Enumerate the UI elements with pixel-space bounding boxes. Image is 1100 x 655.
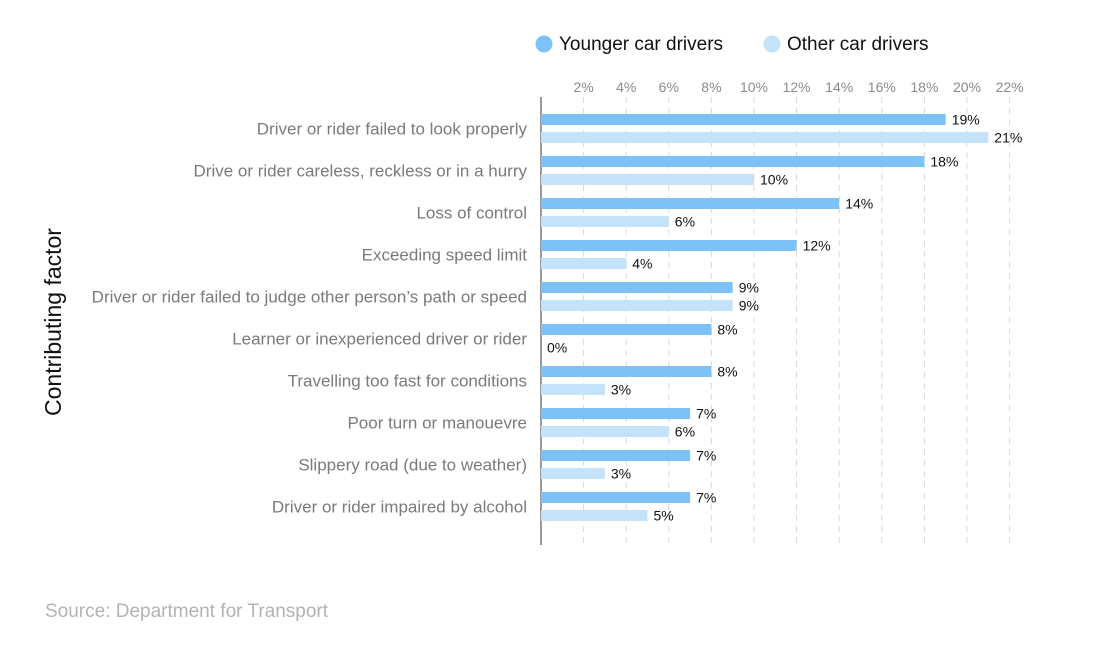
bar — [541, 198, 840, 209]
data-label: 12% — [803, 238, 831, 254]
category-label: Drive or rider careless, reckless or in … — [194, 162, 528, 181]
category-label: Exceeding speed limit — [362, 246, 528, 265]
x-tick-label: 2% — [573, 79, 593, 95]
bar — [541, 258, 627, 269]
bar — [541, 426, 669, 437]
bar — [541, 300, 733, 311]
x-tick-label: 20% — [953, 79, 981, 95]
data-label: 8% — [717, 322, 737, 338]
data-label: 7% — [696, 406, 716, 422]
x-tick-label: 10% — [740, 79, 768, 95]
bar — [541, 366, 712, 377]
category-label: Learner or inexperienced driver or rider — [232, 330, 527, 349]
bar — [541, 510, 648, 521]
x-tick-label: 14% — [825, 79, 853, 95]
category-label: Travelling too fast for conditions — [288, 372, 527, 391]
data-label: 9% — [739, 298, 759, 314]
bar — [541, 408, 691, 419]
x-tick-label: 6% — [659, 79, 679, 95]
data-label: 10% — [760, 172, 788, 188]
data-label: 7% — [696, 448, 716, 464]
data-label: 18% — [930, 154, 958, 170]
legend-label: Other car drivers — [787, 34, 928, 55]
bar — [541, 324, 712, 335]
legend-swatch — [763, 35, 781, 53]
legend-label: Younger car drivers — [559, 34, 723, 55]
bar — [541, 240, 797, 251]
x-tick-label: 16% — [868, 79, 896, 95]
bar — [541, 492, 691, 503]
bar — [541, 216, 669, 227]
x-tick-label: 18% — [910, 79, 938, 95]
data-label: 21% — [994, 130, 1022, 146]
bar — [541, 174, 754, 185]
data-label: 8% — [717, 364, 737, 380]
legend-swatch — [535, 35, 553, 53]
x-tick-label: 8% — [701, 79, 721, 95]
source-note: Source: Department for Transport — [45, 601, 329, 622]
data-label: 19% — [952, 112, 980, 128]
bar — [541, 450, 691, 461]
data-label: 6% — [675, 424, 695, 440]
bar — [541, 282, 733, 293]
x-tick-label: 4% — [616, 79, 636, 95]
bar — [541, 156, 925, 167]
bar — [541, 468, 605, 479]
data-label: 4% — [632, 256, 652, 272]
data-label: 3% — [611, 382, 631, 398]
y-axis-title: Contributing factor — [40, 228, 66, 416]
category-label: Driver or rider failed to look properly — [257, 120, 528, 139]
bar — [541, 384, 605, 395]
x-tick-label: 22% — [996, 79, 1024, 95]
category-label: Poor turn or manouevre — [347, 414, 527, 433]
data-label: 3% — [611, 466, 631, 482]
category-label: Driver or rider failed to judge other pe… — [92, 288, 527, 307]
data-label: 7% — [696, 490, 716, 506]
data-label: 0% — [547, 340, 567, 356]
bar — [541, 132, 989, 143]
data-label: 9% — [739, 280, 759, 296]
category-label: Slippery road (due to weather) — [298, 456, 527, 475]
category-label: Driver or rider impaired by alcohol — [272, 498, 527, 517]
bar — [541, 114, 946, 125]
data-label: 14% — [845, 196, 873, 212]
x-tick-label: 12% — [783, 79, 811, 95]
data-label: 6% — [675, 214, 695, 230]
category-label: Loss of control — [416, 204, 527, 223]
data-label: 5% — [654, 508, 674, 524]
